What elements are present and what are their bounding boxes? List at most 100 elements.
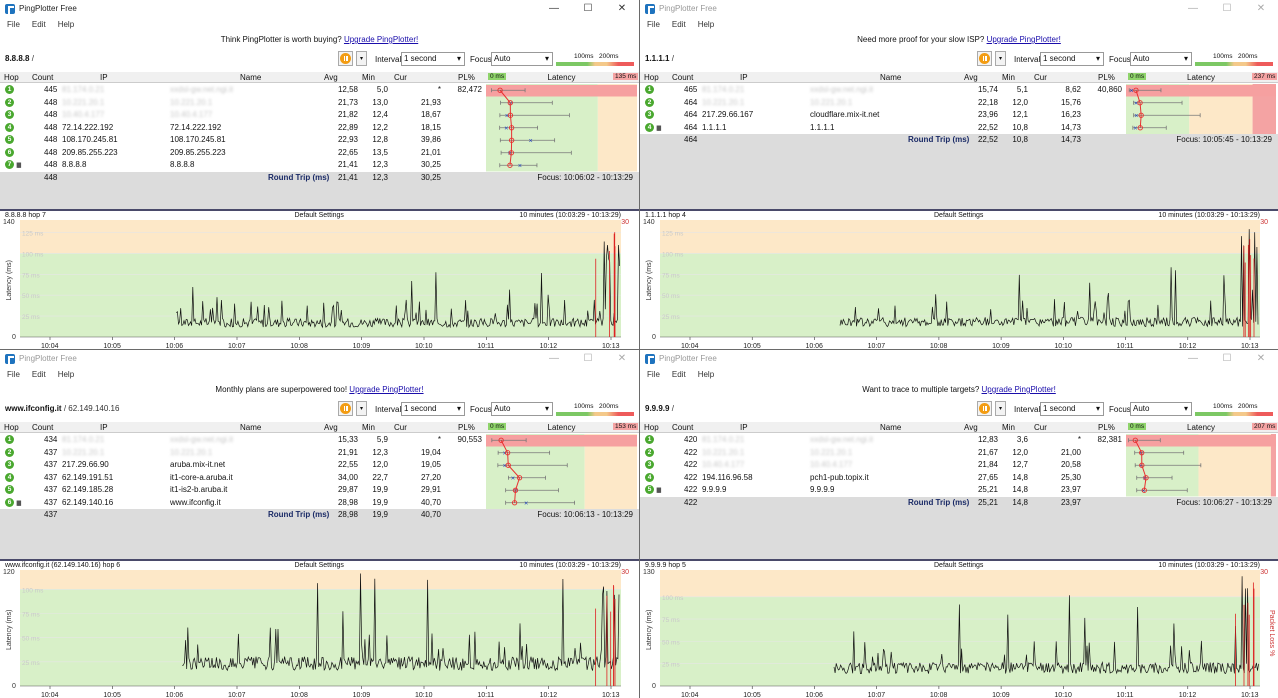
pause-dropdown[interactable]: ▾ xyxy=(356,51,367,66)
column-header-avg[interactable]: Avg xyxy=(964,73,978,82)
table-row[interactable]: 2 464 10.221.20.1 10.221.20.1 22,18 12,0 15,76 xyxy=(640,97,1126,110)
table-row[interactable]: 2 437 10.221.20.1 10.221.20.1 21,91 12,3 19,04 xyxy=(0,447,486,460)
column-header-name[interactable]: Name xyxy=(880,73,902,82)
column-header-count[interactable]: Count xyxy=(672,73,694,82)
menu-help[interactable]: Help xyxy=(57,370,75,379)
column-header-hop[interactable]: Hop xyxy=(4,423,19,432)
maximize-button[interactable]: ☐ xyxy=(583,353,593,364)
menu-file[interactable]: File xyxy=(7,20,20,29)
table-row[interactable]: 5 448 108.170.245.81 108.170.245.81 22,93 12,… xyxy=(0,134,486,147)
pause-dropdown[interactable]: ▾ xyxy=(995,401,1006,416)
menu-help[interactable]: Help xyxy=(697,370,715,379)
column-header-count[interactable]: Count xyxy=(32,73,54,82)
column-header-cur[interactable]: Cur xyxy=(394,423,407,432)
table-row[interactable]: 1 434 81.174.0.21 xxdsl-gw.net.ngi.it 15,33 5… xyxy=(0,434,486,447)
column-header-ip[interactable]: IP xyxy=(740,73,748,82)
table-row[interactable]: 7 ▮▮ 448 8.8.8.8 8.8.8.8 21,41 12,3 30,25 xyxy=(0,159,486,172)
column-header-pl[interactable]: PL% xyxy=(1098,73,1115,82)
column-header-min[interactable]: Min xyxy=(362,423,375,432)
table-row[interactable]: 6 ▮▮ 437 62.149.140.16 www.ifconfig.it 28,98 1… xyxy=(0,497,486,510)
table-row[interactable]: 5 437 62.149.185.28 it1-is2-b.aruba.it 29,87… xyxy=(0,484,486,497)
maximize-button[interactable]: ☐ xyxy=(583,3,593,14)
table-row[interactable]: 1 465 81.174.0.21 xxdsl-gw.net.ngi.it 15,74 5… xyxy=(640,84,1126,97)
menu-help[interactable]: Help xyxy=(57,20,75,29)
column-header-avg[interactable]: Avg xyxy=(324,423,338,432)
maximize-button[interactable]: ☐ xyxy=(1222,3,1232,14)
upgrade-link[interactable]: Upgrade PingPlotter! xyxy=(986,35,1061,44)
table-row[interactable]: 5 ▮▮ 422 9.9.9.9 9.9.9.9 25,21 14,8 23,97 xyxy=(640,484,1126,497)
table-row[interactable]: 3 448 10.40.4.177 10.40.4.177 21,82 12,4 18,67 xyxy=(0,109,486,122)
focus-select[interactable]: Auto xyxy=(491,52,553,66)
column-header-avg[interactable]: Avg xyxy=(324,73,338,82)
graph-icon[interactable]: ▮▮ xyxy=(656,487,662,494)
graph-icon[interactable]: ▮▮ xyxy=(16,162,22,169)
menu-edit[interactable]: Edit xyxy=(31,370,46,379)
menu-file[interactable]: File xyxy=(647,370,660,379)
close-button[interactable]: ✕ xyxy=(1256,353,1266,364)
menu-edit[interactable]: Edit xyxy=(31,20,46,29)
column-header-latency[interactable]: Latency xyxy=(547,423,576,432)
table-row[interactable]: 1 420 81.174.0.21 xxdsl-gw.net.ngi.it 12,83 3… xyxy=(640,434,1126,447)
focus-select[interactable]: Auto xyxy=(1130,52,1192,66)
pause-dropdown[interactable]: ▾ xyxy=(356,401,367,416)
column-header-hop[interactable]: Hop xyxy=(4,73,19,82)
column-header-hop[interactable]: Hop xyxy=(644,423,659,432)
minimize-button[interactable]: — xyxy=(1188,353,1198,364)
table-row[interactable]: 3 464 217.29.66.167 cloudflare.mix-it.net 23… xyxy=(640,109,1126,122)
close-button[interactable]: ✕ xyxy=(617,353,627,364)
minimize-button[interactable]: — xyxy=(1188,3,1198,14)
column-header-avg[interactable]: Avg xyxy=(964,423,978,432)
column-header-cur[interactable]: Cur xyxy=(1034,423,1047,432)
pause-button[interactable] xyxy=(338,401,353,416)
table-row[interactable]: 3 437 217.29.66.90 aruba.mix-it.net 22,55 12,… xyxy=(0,459,486,472)
column-header-latency[interactable]: Latency xyxy=(1187,423,1216,432)
column-header-name[interactable]: Name xyxy=(240,73,262,82)
pause-dropdown[interactable]: ▾ xyxy=(995,51,1006,66)
close-button[interactable]: ✕ xyxy=(1256,3,1266,14)
column-header-ip[interactable]: IP xyxy=(740,423,748,432)
interval-select[interactable]: 1 second xyxy=(1040,402,1104,416)
minimize-button[interactable]: — xyxy=(549,353,559,364)
column-header-pl[interactable]: PL% xyxy=(458,73,475,82)
pause-button[interactable] xyxy=(977,401,992,416)
interval-select[interactable]: 1 second xyxy=(401,402,465,416)
column-header-ip[interactable]: IP xyxy=(100,423,108,432)
upgrade-link[interactable]: Upgrade PingPlotter! xyxy=(343,35,419,44)
column-header-count[interactable]: Count xyxy=(32,423,54,432)
column-header-min[interactable]: Min xyxy=(1002,73,1015,82)
graph-icon[interactable]: ▮▮ xyxy=(16,499,22,507)
table-row[interactable]: 3 422 10.40.4.177 10.40.4.177 21,84 12,7 20,58 xyxy=(640,459,1126,472)
interval-select[interactable]: 1 second xyxy=(401,52,465,66)
menu-edit[interactable]: Edit xyxy=(671,20,686,29)
column-header-name[interactable]: Name xyxy=(880,423,902,432)
column-header-name[interactable]: Name xyxy=(240,423,262,432)
column-header-latency[interactable]: Latency xyxy=(547,73,576,82)
menu-file[interactable]: File xyxy=(647,20,660,29)
column-header-pl[interactable]: PL% xyxy=(458,423,475,432)
close-button[interactable]: ✕ xyxy=(617,3,627,14)
column-header-count[interactable]: Count xyxy=(672,423,694,432)
column-header-min[interactable]: Min xyxy=(362,73,375,82)
table-row[interactable]: 4 437 62.149.191.51 it1-core-a.aruba.it 34,0… xyxy=(0,472,486,485)
table-row[interactable]: 2 422 10.221.20.1 10.221.20.1 21,67 12,0 21,00 xyxy=(640,447,1126,460)
focus-select[interactable]: Auto xyxy=(1130,402,1192,416)
pause-button[interactable] xyxy=(338,51,353,66)
table-row[interactable]: 4 ▮▮ 464 1.1.1.1 1.1.1.1 22,52 10,8 14,73 xyxy=(640,122,1126,135)
column-header-ip[interactable]: IP xyxy=(100,73,108,82)
menu-edit[interactable]: Edit xyxy=(671,370,686,379)
upgrade-link[interactable]: Upgrade PingPlotter! xyxy=(981,385,1056,394)
menu-file[interactable]: File xyxy=(7,370,20,379)
focus-select[interactable]: Auto xyxy=(491,402,553,416)
table-row[interactable]: 6 448 209.85.255.223 209.85.255.223 22,65 13,… xyxy=(0,147,486,160)
table-row[interactable]: 4 422 194.116.96.58 pch1-pub.topix.it 27,65 1… xyxy=(640,472,1126,485)
minimize-button[interactable]: — xyxy=(549,3,559,14)
menu-help[interactable]: Help xyxy=(697,20,715,29)
column-header-cur[interactable]: Cur xyxy=(1034,73,1047,82)
interval-select[interactable]: 1 second xyxy=(1040,52,1104,66)
column-header-cur[interactable]: Cur xyxy=(394,73,407,82)
graph-icon[interactable]: ▮▮ xyxy=(656,124,662,132)
table-row[interactable]: 2 448 10.221.20.1 10.221.20.1 21,73 13,0 21,93 xyxy=(0,97,486,110)
column-header-min[interactable]: Min xyxy=(1002,423,1015,432)
column-header-pl[interactable]: PL% xyxy=(1098,423,1115,432)
upgrade-link[interactable]: Upgrade PingPlotter! xyxy=(349,385,424,394)
